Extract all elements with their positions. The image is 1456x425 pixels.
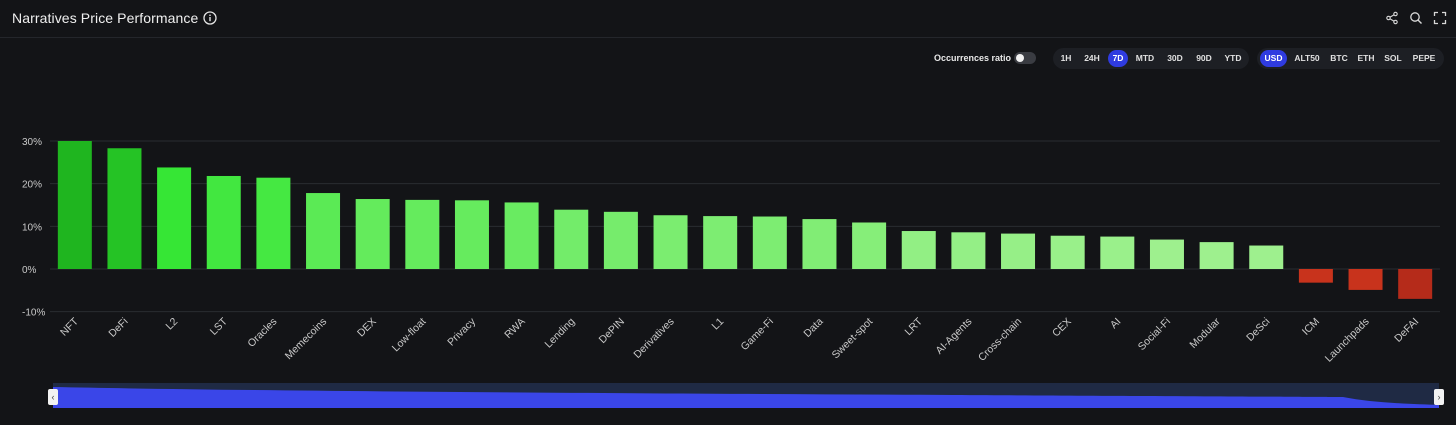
x-tick-label: DePIN (597, 316, 627, 346)
bar-ai-agents[interactable] (951, 232, 986, 269)
timeframe-mtd-button[interactable]: MTD (1135, 53, 1155, 63)
x-tick-label: DeSci (1244, 316, 1272, 344)
bar-cex[interactable] (1050, 235, 1085, 269)
navigator-area (53, 387, 1439, 408)
bar-low-float[interactable] (405, 199, 440, 269)
x-tick-label: Oracles (245, 316, 279, 350)
bar-modular[interactable] (1199, 242, 1234, 269)
x-tick-label: L1 (710, 316, 727, 333)
timeframe-90d-button[interactable]: 90D (1196, 53, 1212, 63)
timeframe-1h-button[interactable]: 1H (1060, 53, 1072, 63)
bar-social-fi[interactable] (1149, 239, 1184, 269)
bar-icm[interactable] (1298, 269, 1333, 283)
x-tick-label: Lending (542, 316, 577, 351)
y-tick-label: -10% (22, 308, 45, 319)
currency-eth-button[interactable]: ETH (1357, 53, 1375, 63)
currency-sol-button[interactable]: SOL (1384, 53, 1402, 63)
timeframe-selector (1053, 48, 1249, 69)
bar-l1[interactable] (703, 216, 738, 269)
x-tick-label: DEX (355, 316, 379, 340)
x-tick-label: Sweet-spot (830, 316, 876, 362)
x-tick-label: Memecoins (283, 316, 329, 362)
bar-memecoins[interactable] (306, 193, 341, 269)
bar-cross-chain[interactable] (1001, 233, 1036, 269)
bar-desci[interactable] (1249, 245, 1284, 269)
bar-data[interactable] (802, 219, 837, 269)
x-tick-label: AI (1108, 316, 1124, 332)
x-tick-label: L2 (163, 316, 180, 333)
bar-game-fi[interactable] (752, 216, 787, 269)
page-title: Narratives Price Performance (12, 10, 199, 26)
share-icon[interactable] (1385, 11, 1399, 25)
fullscreen-icon[interactable] (1433, 11, 1447, 25)
navigator-left-handle[interactable]: ‹ (48, 389, 58, 405)
currency-selector (1257, 48, 1444, 69)
x-tick-label: LST (208, 315, 231, 338)
bar-defi[interactable] (107, 148, 142, 269)
bar-defai[interactable] (1398, 269, 1433, 299)
x-tick-label: CEX (1050, 316, 1074, 340)
x-tick-label: Derivatives (631, 316, 676, 361)
x-tick-label: Cross-chain (976, 316, 1024, 364)
x-tick-label: Privacy (445, 315, 478, 348)
timeframe-24h-button[interactable]: 24H (1084, 53, 1100, 63)
occurrences-ratio-label: Occurrences ratio (934, 53, 1012, 63)
y-tick-label: 20% (22, 180, 42, 191)
x-tick-label: RWA (502, 316, 527, 341)
y-tick-label: 10% (22, 222, 42, 233)
bar-l2[interactable] (157, 167, 192, 269)
currency-pepe-button[interactable]: PEPE (1412, 53, 1436, 63)
bar-ai[interactable] (1100, 236, 1135, 269)
timeframe-ytd-button[interactable]: YTD (1224, 53, 1242, 63)
x-tick-label: LRT (902, 315, 925, 338)
x-tick-label: Low-float (390, 316, 429, 355)
bar-derivatives[interactable] (653, 215, 688, 269)
navigator-right-handle[interactable]: › (1434, 389, 1444, 405)
bar-nft[interactable] (57, 141, 92, 269)
x-tick-label: Social-Fi (1136, 316, 1173, 353)
chart-header: Narratives Price Performance (0, 0, 1456, 38)
bar-lst[interactable] (206, 175, 241, 269)
bar-depin[interactable] (603, 211, 638, 269)
occurrences-ratio-toggle[interactable] (1014, 52, 1036, 64)
info-icon[interactable] (203, 11, 217, 25)
x-tick-label: ICM (1300, 316, 1322, 338)
timeframe-30d-button[interactable]: 30D (1167, 53, 1183, 63)
toggle-knob (1016, 54, 1024, 62)
bar-privacy[interactable] (454, 200, 489, 269)
bar-lending[interactable] (554, 209, 589, 269)
bar-launchpads[interactable] (1348, 269, 1383, 290)
x-tick-label: DeFi (106, 316, 130, 340)
currency-btc-button[interactable]: BTC (1330, 53, 1348, 63)
bar-oracles[interactable] (256, 177, 291, 269)
currency-alt50-button[interactable]: ALT50 (1294, 53, 1320, 63)
currency-usd-button[interactable]: USD (1260, 50, 1287, 67)
x-tick-label: DeFAI (1392, 316, 1421, 345)
y-tick-label: 30% (22, 137, 42, 148)
chart-navigator[interactable] (53, 383, 1439, 408)
x-tick-label: Launchpads (1323, 316, 1372, 365)
bar-sweet-spot[interactable] (852, 222, 887, 269)
timeframe-7d-button[interactable]: 7D (1108, 50, 1128, 67)
x-tick-label: AI-Agents (933, 316, 974, 357)
bar-dex[interactable] (355, 199, 390, 269)
x-tick-label: Data (801, 316, 825, 340)
bar-rwa[interactable] (504, 202, 539, 269)
y-tick-label: 0% (22, 265, 37, 276)
x-tick-label: Modular (1187, 315, 1223, 351)
x-tick-label: NFT (58, 315, 81, 338)
bar-lrt[interactable] (901, 231, 936, 269)
search-icon[interactable] (1409, 11, 1423, 25)
x-tick-label: Game-Fi (739, 316, 776, 353)
